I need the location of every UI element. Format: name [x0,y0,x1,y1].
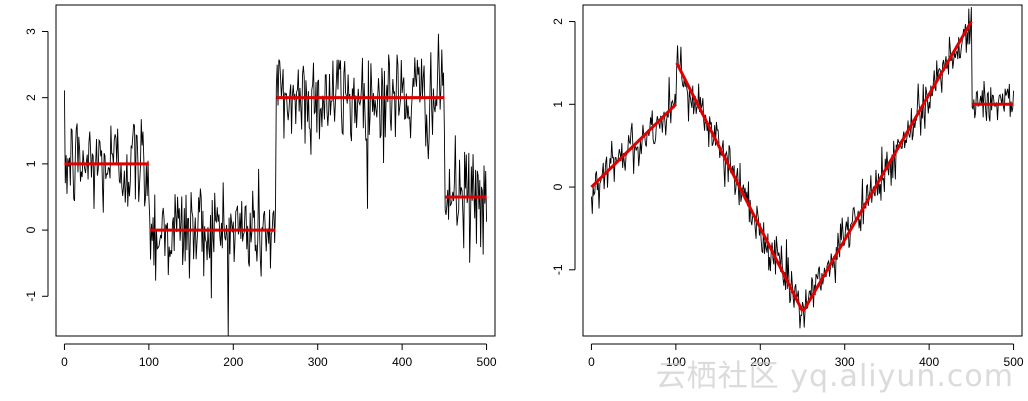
x-tick-label: 500 [1004,355,1024,369]
x-tick-label: 300 [835,355,855,369]
plot-frame [55,4,496,337]
x-tick-label: 100 [139,355,159,369]
y-tick-label: 1 [551,101,565,108]
signal-line [63,33,488,336]
x-tick-label: 500 [477,355,497,369]
y-tick-label: 3 [24,28,38,35]
x-tick-label: 400 [392,355,412,369]
x-tick-label: 0 [588,355,595,369]
x-tick-label: 200 [223,355,243,369]
y-tick-label: -1 [551,264,565,275]
x-tick-label: 0 [61,355,68,369]
chart-panel-2: 0 100 200 300 400 500 -1 0 1 2 [551,4,1024,369]
y-tick-label: 0 [551,183,565,190]
fitted-segment [675,62,804,312]
x-tick-label: 200 [750,355,770,369]
fitted-segment [802,20,973,312]
signal-line [590,7,1015,329]
x-tick-label: 100 [666,355,686,369]
x-tick-label: 400 [919,355,939,369]
y-tick-label: 2 [551,18,565,25]
fitted-segment [590,103,677,189]
watermark-text: 云栖社区 yq.aliyun.com [655,359,1014,394]
y-tick-label: 0 [24,226,38,233]
y-tick-label: -1 [24,291,38,302]
y-tick-label: 2 [24,94,38,101]
x-tick-label: 300 [308,355,328,369]
y-tick-label: 1 [24,160,38,167]
plot-frame [582,4,1023,337]
chart-panel-1: 0 100 200 300 400 500 -1 0 1 2 3 [24,4,497,369]
